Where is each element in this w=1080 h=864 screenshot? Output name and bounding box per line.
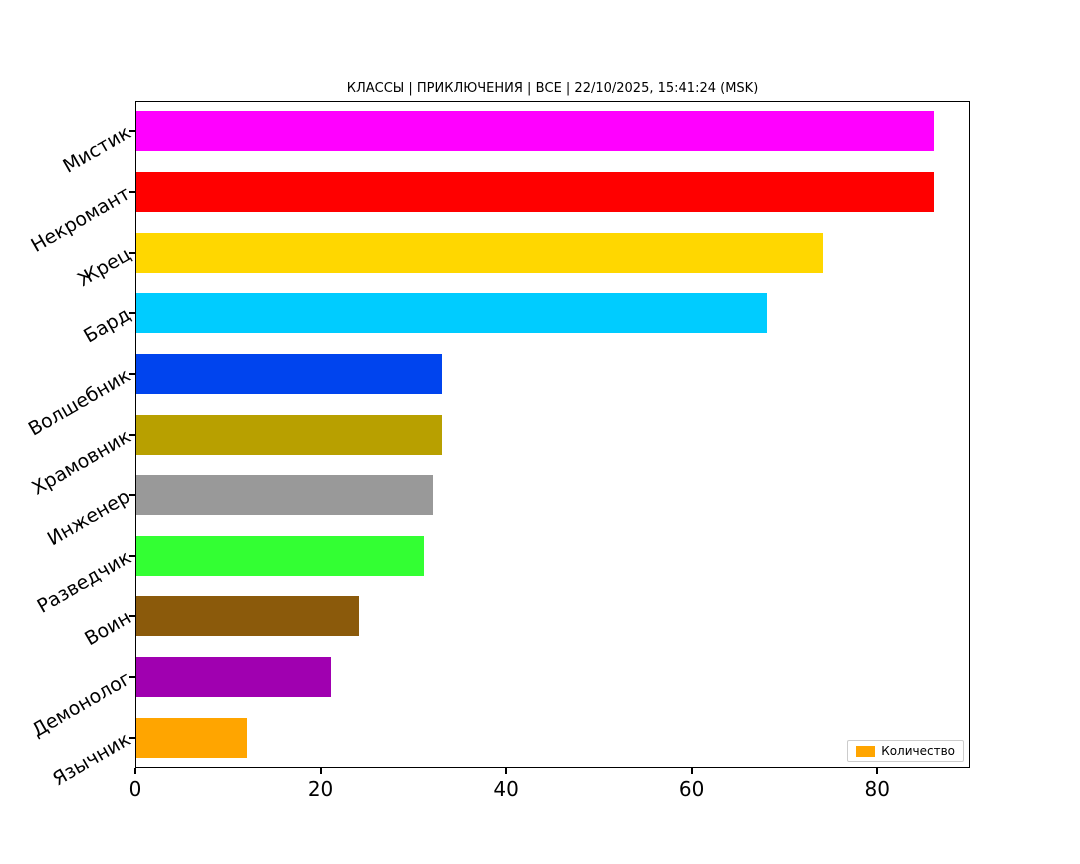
- x-tick-label: 80: [864, 777, 890, 801]
- y-tick-mark: [129, 433, 135, 436]
- bar: [136, 475, 433, 516]
- y-tick-label: Воин: [80, 606, 135, 651]
- plot-area: Количество: [135, 101, 970, 768]
- legend-swatch: [856, 745, 876, 757]
- y-tick-mark: [129, 676, 135, 679]
- bar: [136, 596, 359, 637]
- y-tick-label: Бард: [80, 303, 135, 348]
- y-tick-label: Жрец: [74, 243, 135, 291]
- bar: [136, 293, 767, 334]
- x-tick-mark: [505, 768, 508, 774]
- bar: [136, 232, 823, 273]
- legend-label: Количество: [881, 744, 955, 758]
- y-tick-mark: [129, 251, 135, 254]
- bar: [136, 657, 331, 698]
- x-tick-mark: [319, 768, 322, 774]
- x-tick-label: 0: [128, 777, 142, 801]
- y-tick-mark: [129, 190, 135, 193]
- y-tick-label: Инженер: [44, 485, 135, 551]
- y-tick-mark: [129, 312, 135, 315]
- y-tick-mark: [129, 130, 135, 133]
- y-tick-mark: [129, 736, 135, 739]
- y-tick-mark: [129, 372, 135, 375]
- x-tick-mark: [134, 768, 136, 774]
- chart-title: КЛАССЫ | ПРИКЛЮЧЕНИЯ | ВСЕ | 22/10/2025,…: [346, 81, 759, 96]
- x-tick-mark: [876, 768, 879, 774]
- x-tick-label: 20: [307, 777, 334, 801]
- y-tick-mark: [129, 494, 135, 497]
- bar: [136, 414, 443, 455]
- legend: Количество: [847, 740, 964, 762]
- y-tick-mark: [129, 615, 135, 618]
- bar: [136, 171, 934, 212]
- y-tick-label: Мистик: [59, 121, 135, 178]
- x-tick-label: 60: [678, 777, 705, 801]
- y-tick-mark: [129, 554, 135, 557]
- x-tick-mark: [690, 768, 693, 774]
- bar: [136, 353, 443, 394]
- bar: [136, 717, 248, 758]
- bar: [136, 111, 934, 152]
- x-tick-label: 40: [493, 777, 519, 801]
- bar: [136, 535, 424, 576]
